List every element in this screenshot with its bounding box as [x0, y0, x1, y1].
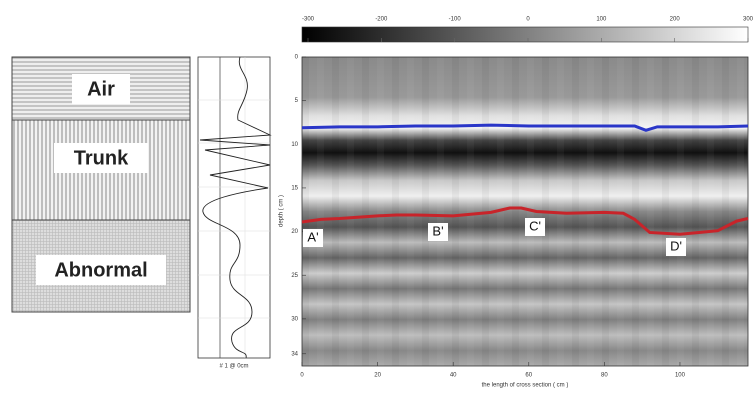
- y-tick-label: 34: [291, 351, 298, 357]
- label-box: [36, 255, 166, 285]
- y-tick-label: 5: [295, 98, 299, 104]
- texture-band: [572, 57, 579, 366]
- texture-band: [437, 57, 444, 366]
- x-axis-label: the length of cross section ( cm ): [482, 383, 569, 389]
- texture-band: [347, 57, 354, 366]
- series-line: [301, 123, 749, 132]
- texture-band: [362, 57, 369, 366]
- y-axis-label: depth ( cm ): [279, 195, 285, 227]
- layer-label: Air: [87, 78, 115, 100]
- y-tick-label: 30: [291, 316, 298, 322]
- x-tick-label: 60: [525, 373, 532, 379]
- y-tick-label: 15: [291, 186, 298, 192]
- texture-band: [422, 57, 429, 366]
- annotation-box: [525, 218, 545, 236]
- y-tick-label: 20: [291, 229, 298, 235]
- x-tick-label: 0: [300, 373, 304, 379]
- colorbar-tick-label: -200: [375, 17, 388, 23]
- x-tick-label: 100: [675, 373, 686, 379]
- annotation: D': [670, 238, 682, 253]
- radargram: [302, 57, 748, 366]
- annotation-box: [428, 223, 448, 241]
- y-tick-label: 0: [295, 55, 299, 61]
- texture-band: [512, 57, 519, 366]
- x-tick-label: 80: [601, 373, 608, 379]
- layer-label: Abnormal: [54, 259, 147, 281]
- texture-band: [377, 57, 384, 366]
- colorbar-tick-label: 300: [743, 17, 754, 23]
- y-tick-label: 25: [291, 273, 298, 279]
- texture-band: [467, 57, 474, 366]
- colorbar-tick-label: 200: [670, 17, 681, 23]
- y-tick-label: 10: [291, 142, 298, 148]
- colorbar: [301, 26, 749, 43]
- annotation: C': [529, 218, 541, 233]
- texture-band: [407, 57, 414, 366]
- texture-band: [647, 57, 654, 366]
- texture-band: [677, 57, 684, 366]
- texture-band: [302, 57, 309, 366]
- annotation-box: [303, 229, 323, 247]
- colorbar-tick-label: 0: [526, 17, 530, 23]
- colorbar-tick-label: -100: [449, 17, 462, 23]
- colorbar-tick-label: -300: [302, 17, 315, 23]
- texture-band: [722, 57, 729, 366]
- texture-band: [317, 57, 324, 366]
- trace-panel: [197, 56, 271, 359]
- annotation: B': [432, 223, 443, 238]
- x-tick-label: 20: [374, 373, 381, 379]
- trace: [199, 56, 272, 359]
- texture-band: [692, 57, 699, 366]
- texture-band: [632, 57, 639, 366]
- texture-band: [707, 57, 714, 366]
- series-line: [301, 206, 749, 236]
- texture-band: [737, 57, 744, 366]
- label-box: [54, 143, 148, 173]
- colorbar-tick-label: 100: [596, 17, 607, 23]
- texture-band: [662, 57, 669, 366]
- x-tick-label: 40: [450, 373, 457, 379]
- label-box: [72, 74, 130, 104]
- texture-band: [617, 57, 624, 366]
- trace-label: # 1 @ 0cm: [219, 364, 248, 370]
- trace-grid: [198, 57, 270, 358]
- texture-band: [332, 57, 339, 366]
- layer-label: Trunk: [74, 147, 129, 169]
- annotation: A': [307, 229, 318, 244]
- plot-frame: [301, 56, 749, 367]
- annotation-box: [666, 238, 686, 256]
- texture-band: [452, 57, 459, 366]
- texture-band: [392, 57, 399, 366]
